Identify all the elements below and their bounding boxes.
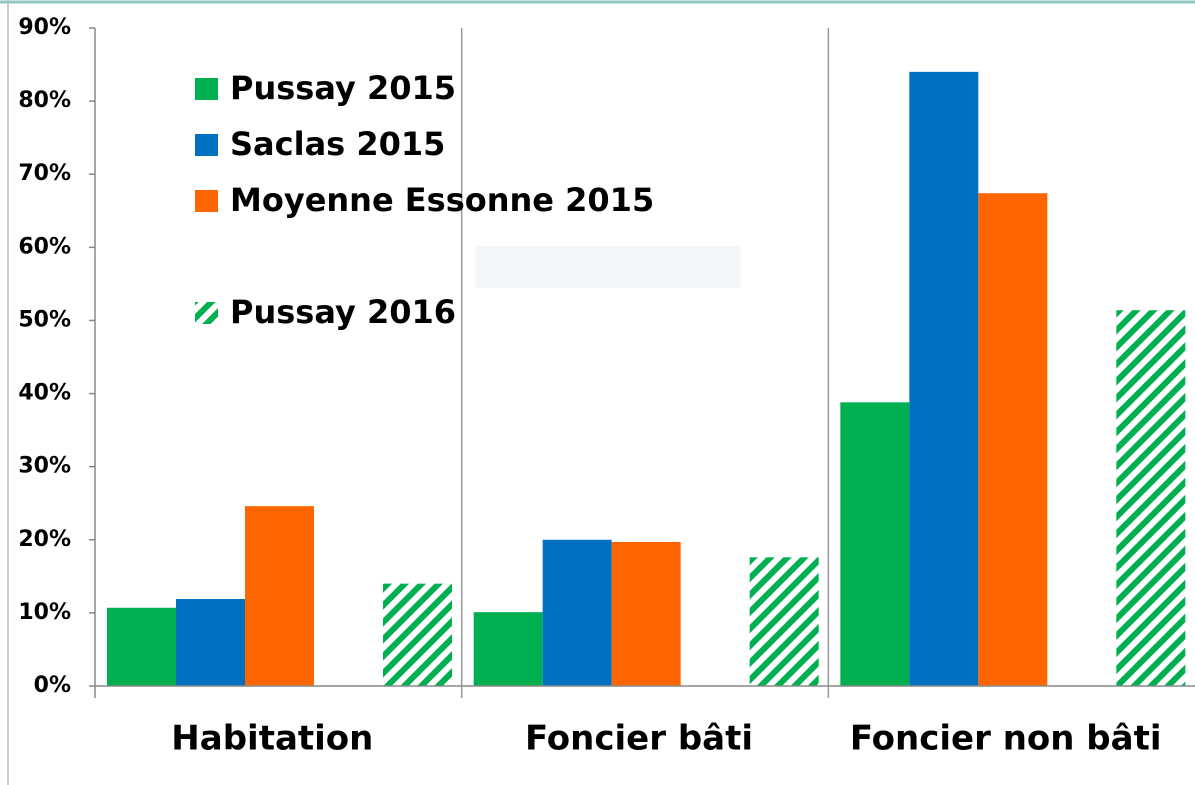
bar — [383, 583, 452, 686]
legend-label: Pussay 2016 — [230, 293, 456, 331]
bar — [749, 557, 819, 686]
y-tick-label: 40% — [18, 381, 71, 406]
x-tick-label: Habitation — [171, 719, 373, 759]
legend-swatch — [195, 78, 218, 100]
y-tick-label: 0% — [34, 673, 71, 698]
bar — [611, 541, 681, 686]
x-tick-label: Foncier bâti — [525, 719, 753, 759]
legend-label: Moyenne Essonne 2015 — [230, 181, 654, 219]
legend-swatch — [195, 190, 218, 212]
bar — [978, 193, 1048, 686]
y-tick-label: 60% — [18, 234, 71, 259]
artifact-box — [475, 246, 741, 288]
bar — [107, 607, 176, 686]
legend-label: Pussay 2015 — [230, 69, 456, 107]
y-tick-label: 50% — [18, 307, 71, 332]
y-tick-label: 20% — [18, 527, 71, 552]
bar — [840, 402, 910, 686]
bar — [473, 612, 543, 686]
bar — [909, 71, 979, 686]
legend-label: Saclas 2015 — [230, 125, 445, 163]
bar — [1116, 310, 1186, 686]
y-tick-label: 80% — [18, 88, 71, 113]
y-tick-label: 10% — [18, 600, 71, 625]
legend-swatch — [195, 134, 218, 156]
y-tick-label: 70% — [18, 161, 71, 186]
y-tick-label: 30% — [18, 454, 71, 479]
bar — [176, 598, 245, 686]
bar — [542, 539, 612, 686]
legend-swatch — [195, 302, 218, 324]
y-tick-label: 90% — [18, 15, 71, 40]
x-tick-label: Foncier non bâti — [850, 719, 1162, 759]
bar — [245, 506, 314, 686]
